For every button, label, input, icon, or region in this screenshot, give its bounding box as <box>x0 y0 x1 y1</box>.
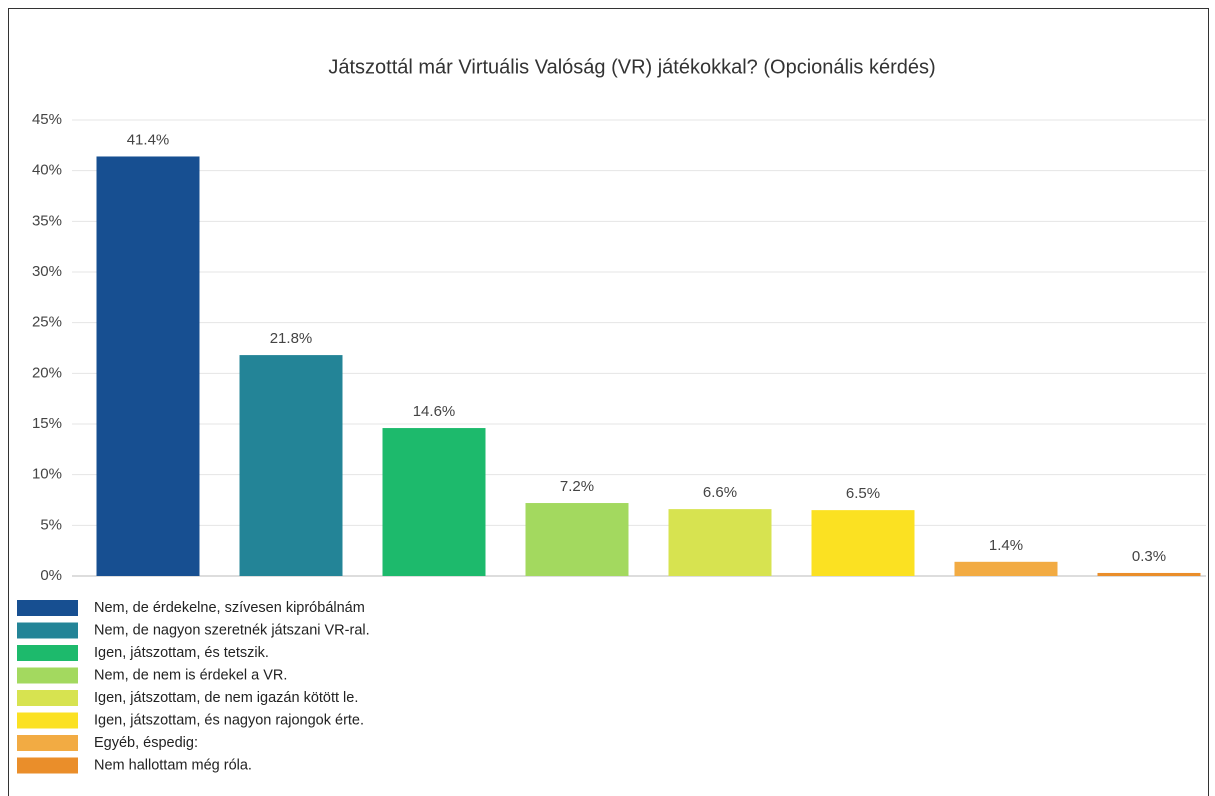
legend-label: Nem hallottam még róla. <box>94 757 252 773</box>
legend-swatch <box>17 757 78 774</box>
data-label: 41.4% <box>127 131 170 148</box>
legend-swatch <box>17 622 78 639</box>
bar <box>525 503 629 576</box>
legend-label: Egyéb, éspedig: <box>94 735 198 751</box>
legend-label: Nem, de nem is érdekel a VR. <box>94 667 287 683</box>
bar <box>954 561 1058 576</box>
legend-swatch <box>17 735 78 751</box>
bar <box>668 509 772 576</box>
legend-swatch <box>17 667 78 684</box>
y-tick-label: 15% <box>32 415 62 432</box>
legend-label: Igen, játszottam, és nagyon rajongok ért… <box>94 712 364 728</box>
y-tick-label: 20% <box>32 364 62 381</box>
legend-swatch <box>17 600 78 616</box>
y-tick-label: 25% <box>32 314 62 331</box>
data-label: 6.5% <box>846 485 880 502</box>
data-label: 7.2% <box>560 478 594 495</box>
bar <box>382 428 486 576</box>
data-label: 0.3% <box>1132 548 1166 565</box>
data-label: 6.6% <box>703 484 737 501</box>
y-tick-label: 0% <box>40 567 62 584</box>
y-tick-label: 45% <box>32 111 62 128</box>
y-tick-label: 35% <box>32 212 62 229</box>
y-tick-label: 30% <box>32 263 62 280</box>
legend-label: Nem, de érdekelne, szívesen kipróbálnám <box>94 600 365 616</box>
legend-swatch <box>17 645 78 661</box>
bar <box>811 510 915 576</box>
legend-label: Igen, játszottam, de nem igazán kötött l… <box>94 690 358 706</box>
chart-title: Játszottál már Virtuális Valóság (VR) já… <box>328 56 935 78</box>
data-label: 1.4% <box>989 537 1023 554</box>
y-tick-label: 5% <box>40 516 62 533</box>
y-tick-label: 10% <box>32 466 62 483</box>
bar <box>239 355 343 576</box>
legend-swatch <box>17 712 78 729</box>
bar <box>96 156 200 577</box>
data-label: 14.6% <box>413 403 456 420</box>
data-label: 21.8% <box>270 330 313 347</box>
y-tick-label: 40% <box>32 162 62 179</box>
legend-swatch <box>17 690 78 706</box>
legend-label: Igen, játszottam, és tetszik. <box>94 645 269 661</box>
legend-label: Nem, de nagyon szeretnék játszani VR-ral… <box>94 622 370 638</box>
bar <box>1097 572 1201 576</box>
frame <box>8 8 1209 796</box>
